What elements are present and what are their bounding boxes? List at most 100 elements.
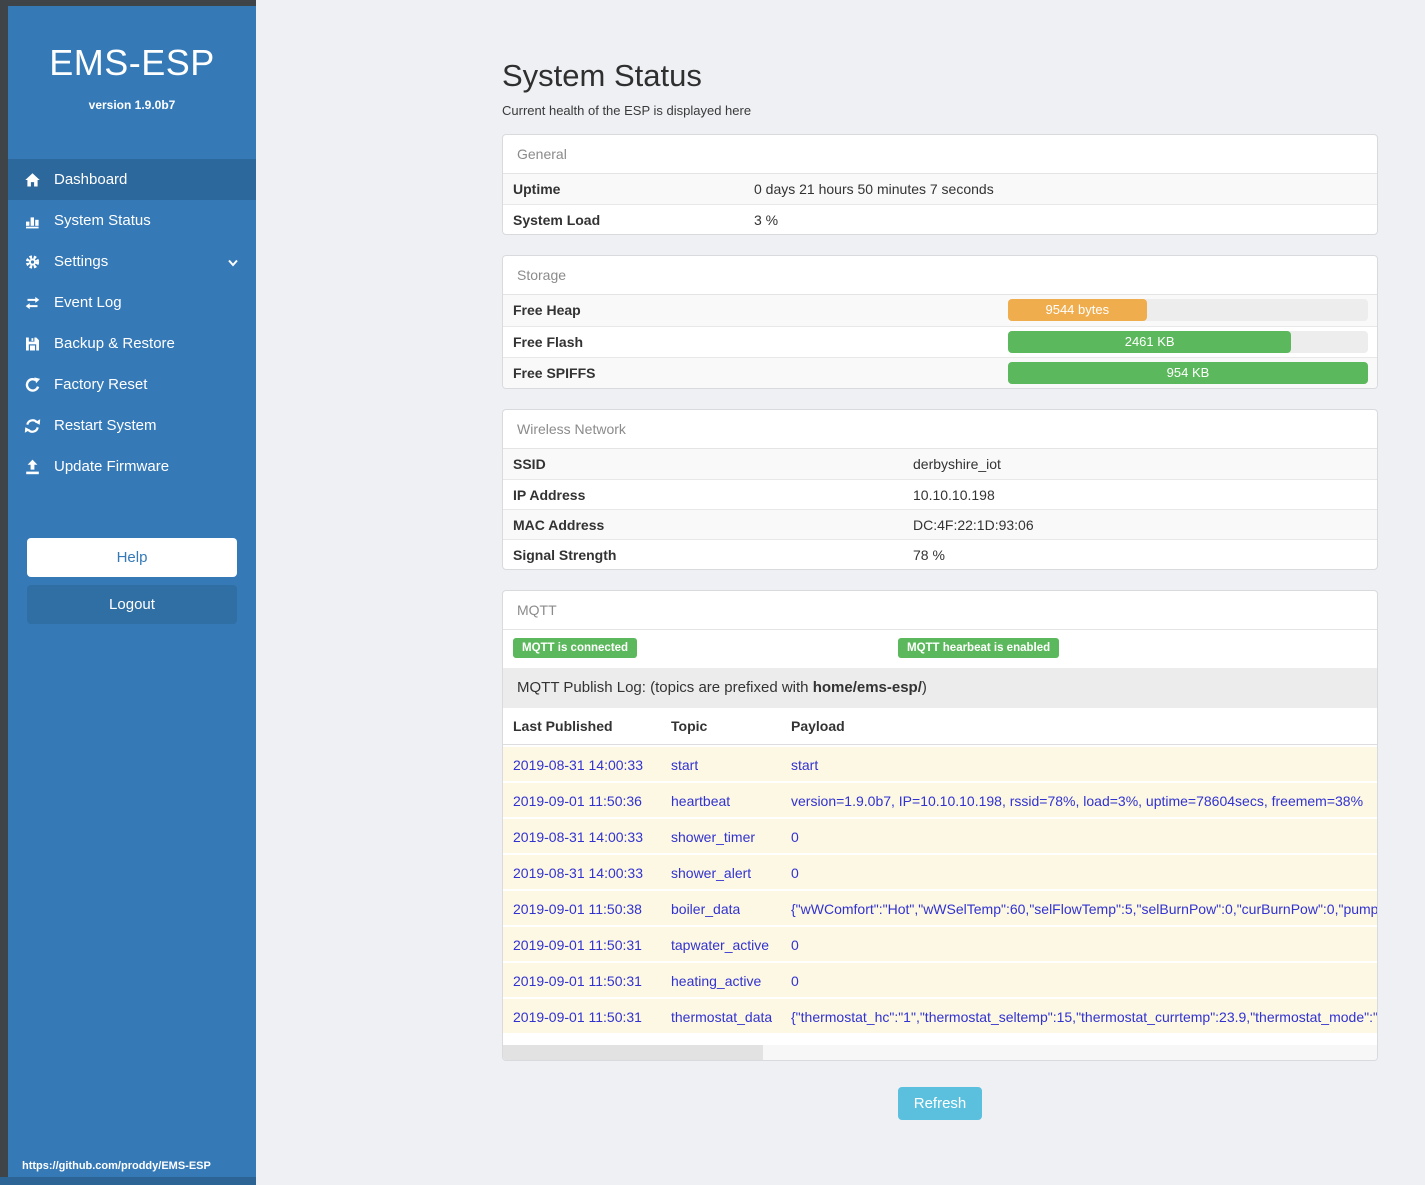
row-value: derbyshire_iot	[913, 456, 1001, 472]
panel-mqtt: MQTT MQTT is connected MQTT hearbeat is …	[502, 590, 1378, 1061]
chart-icon	[23, 213, 41, 229]
window-edge-left	[0, 0, 8, 1185]
row-free-spiffs: Free SPIFFS 954 KB	[503, 357, 1377, 388]
progress-track: 954 KB	[1008, 362, 1368, 384]
table-row: 2019-09-01 11:50:31 heating_active 0	[503, 961, 1377, 997]
sidebar-item-backup-restore[interactable]: Backup & Restore	[8, 323, 256, 364]
panel-general-title: General	[503, 135, 1377, 174]
sidebar: EMS-ESP version 1.9.0b7 Dashboard System…	[8, 0, 256, 1185]
row-label: System Load	[513, 212, 601, 228]
app-brand: EMS-ESP	[49, 42, 215, 83]
row-ip-address: IP Address 10.10.10.198	[503, 479, 1377, 509]
row-uptime: Uptime 0 days 21 hours 50 minutes 7 seco…	[503, 174, 1377, 204]
cell-last-published: 2019-09-01 11:50:38	[513, 901, 642, 917]
cell-topic: heartbeat	[671, 793, 731, 809]
cell-last-published: 2019-09-01 11:50:31	[513, 937, 642, 953]
upload-icon	[23, 459, 41, 475]
cell-payload: 0	[791, 973, 799, 989]
progress-bar-free-flash: 2461 KB	[1008, 331, 1292, 353]
cell-last-published: 2019-08-31 14:00:33	[513, 757, 643, 773]
sidebar-item-restart-system[interactable]: Restart System	[8, 405, 256, 446]
page-title: System Status	[502, 58, 702, 93]
cell-topic: shower_timer	[671, 829, 756, 845]
table-row: 2019-08-31 14:00:33 start start	[503, 745, 1377, 781]
sidebar-item-event-log[interactable]: Event Log	[8, 282, 256, 323]
cell-topic: tapwater_active	[671, 937, 770, 953]
col-header-last-published: Last Published	[513, 718, 613, 734]
chevron-down-icon	[227, 256, 239, 273]
cell-payload: {"wWComfort":"Hot","wWSelTemp":60,"selFl…	[791, 901, 1377, 917]
log-table-header: Last Published Topic Payload	[503, 708, 1377, 745]
mqtt-heartbeat-badge: MQTT hearbeat is enabled	[898, 638, 1060, 658]
window-edge-bottom	[0, 1177, 256, 1185]
sidebar-item-label: Dashboard	[54, 171, 128, 188]
table-row: 2019-08-31 14:00:33 shower_timer 0	[503, 817, 1377, 853]
mqtt-publish-log-title: MQTT Publish Log: (topics are prefixed w…	[503, 668, 1377, 708]
gear-icon	[23, 254, 41, 270]
table-row: 2019-09-01 11:50:38 boiler_data {"wWComf…	[503, 889, 1377, 925]
row-value: 0 days 21 hours 50 minutes 7 seconds	[754, 181, 994, 197]
sidebar-item-label: Settings	[54, 253, 109, 270]
sidebar-item-label: Update Firmware	[54, 458, 170, 475]
log-title-suffix: )	[921, 679, 927, 696]
logout-button[interactable]: Logout	[27, 585, 237, 624]
row-value: 78 %	[913, 547, 945, 563]
table-row: 2019-09-01 11:50:36 heartbeat version=1.…	[503, 781, 1377, 817]
cell-last-published: 2019-08-31 14:00:33	[513, 865, 643, 881]
row-value: 3 %	[754, 212, 779, 228]
sidebar-item-dashboard[interactable]: Dashboard	[8, 159, 256, 200]
sidebar-item-label: Event Log	[54, 294, 122, 311]
row-signal-strength: Signal Strength 78 %	[503, 539, 1377, 569]
sidebar-item-system-status[interactable]: System Status	[8, 200, 256, 241]
progress-track: 9544 bytes	[1008, 299, 1368, 321]
cell-topic: thermostat_data	[671, 1009, 773, 1025]
row-value: DC:4F:22:1D:93:06	[913, 517, 1034, 533]
sidebar-item-settings[interactable]: Settings	[8, 241, 256, 282]
col-header-payload: Payload	[791, 718, 845, 734]
row-free-flash: Free Flash 2461 KB	[503, 326, 1377, 357]
row-label: IP Address	[513, 487, 586, 503]
help-button[interactable]: Help	[27, 538, 237, 577]
row-value: 10.10.10.198	[913, 487, 995, 503]
row-mac-address: MAC Address DC:4F:22:1D:93:06	[503, 509, 1377, 539]
window-edge-top	[0, 0, 256, 6]
page-subtitle: Current health of the ESP is displayed h…	[502, 103, 752, 118]
app-version: version 1.9.0b7	[88, 98, 176, 112]
github-link[interactable]: https://github.com/proddy/EMS-ESP	[22, 1160, 211, 1172]
row-label: SSID	[513, 456, 546, 472]
log-title-prefix: MQTT Publish Log: (topics are prefixed w…	[517, 679, 813, 696]
sidebar-item-factory-reset[interactable]: Factory Reset	[8, 364, 256, 405]
sidebar-item-label: Backup & Restore	[54, 335, 175, 352]
cell-payload: version=1.9.0b7, IP=10.10.10.198, rssid=…	[791, 793, 1364, 809]
main-content: System Status Current health of the ESP …	[502, 0, 1378, 1120]
panel-wireless: Wireless Network SSID derbyshire_iot IP …	[502, 409, 1378, 570]
progress-bar-free-heap: 9544 bytes	[1008, 299, 1147, 321]
cell-topic: start	[671, 757, 699, 773]
cell-payload: start	[791, 757, 819, 773]
panel-storage: Storage Free Heap 9544 bytes Free Flash …	[502, 255, 1378, 389]
sidebar-item-update-firmware[interactable]: Update Firmware	[8, 446, 256, 487]
panel-general: General Uptime 0 days 21 hours 50 minute…	[502, 134, 1378, 235]
mqtt-badges-row: MQTT is connected MQTT hearbeat is enabl…	[503, 630, 1377, 668]
row-label: Uptime	[513, 181, 561, 197]
cell-last-published: 2019-09-01 11:50:31	[513, 1009, 642, 1025]
refresh-button[interactable]: Refresh	[897, 1087, 983, 1120]
cell-last-published: 2019-08-31 14:00:33	[513, 829, 643, 845]
progress-track: 2461 KB	[1008, 331, 1368, 353]
cell-payload: 0	[791, 937, 799, 953]
cell-payload: 0	[791, 865, 799, 881]
col-header-topic: Topic	[671, 718, 708, 734]
save-icon	[23, 336, 41, 352]
horizontal-scrollbar[interactable]	[503, 1045, 1377, 1060]
table-row: 2019-09-01 11:50:31 thermostat_data {"th…	[503, 997, 1377, 1033]
scrollbar-thumb[interactable]	[503, 1045, 763, 1060]
home-icon	[23, 172, 41, 188]
rotate-icon	[23, 376, 41, 393]
table-row: 2019-09-01 11:50:31 tapwater_active 0	[503, 925, 1377, 961]
cell-last-published: 2019-09-01 11:50:36	[513, 793, 642, 809]
panel-wireless-title: Wireless Network	[503, 410, 1377, 449]
row-label: Free SPIFFS	[513, 365, 596, 381]
cell-topic: heating_active	[671, 973, 762, 989]
row-ssid: SSID derbyshire_iot	[503, 449, 1377, 479]
exchange-icon	[23, 295, 41, 311]
